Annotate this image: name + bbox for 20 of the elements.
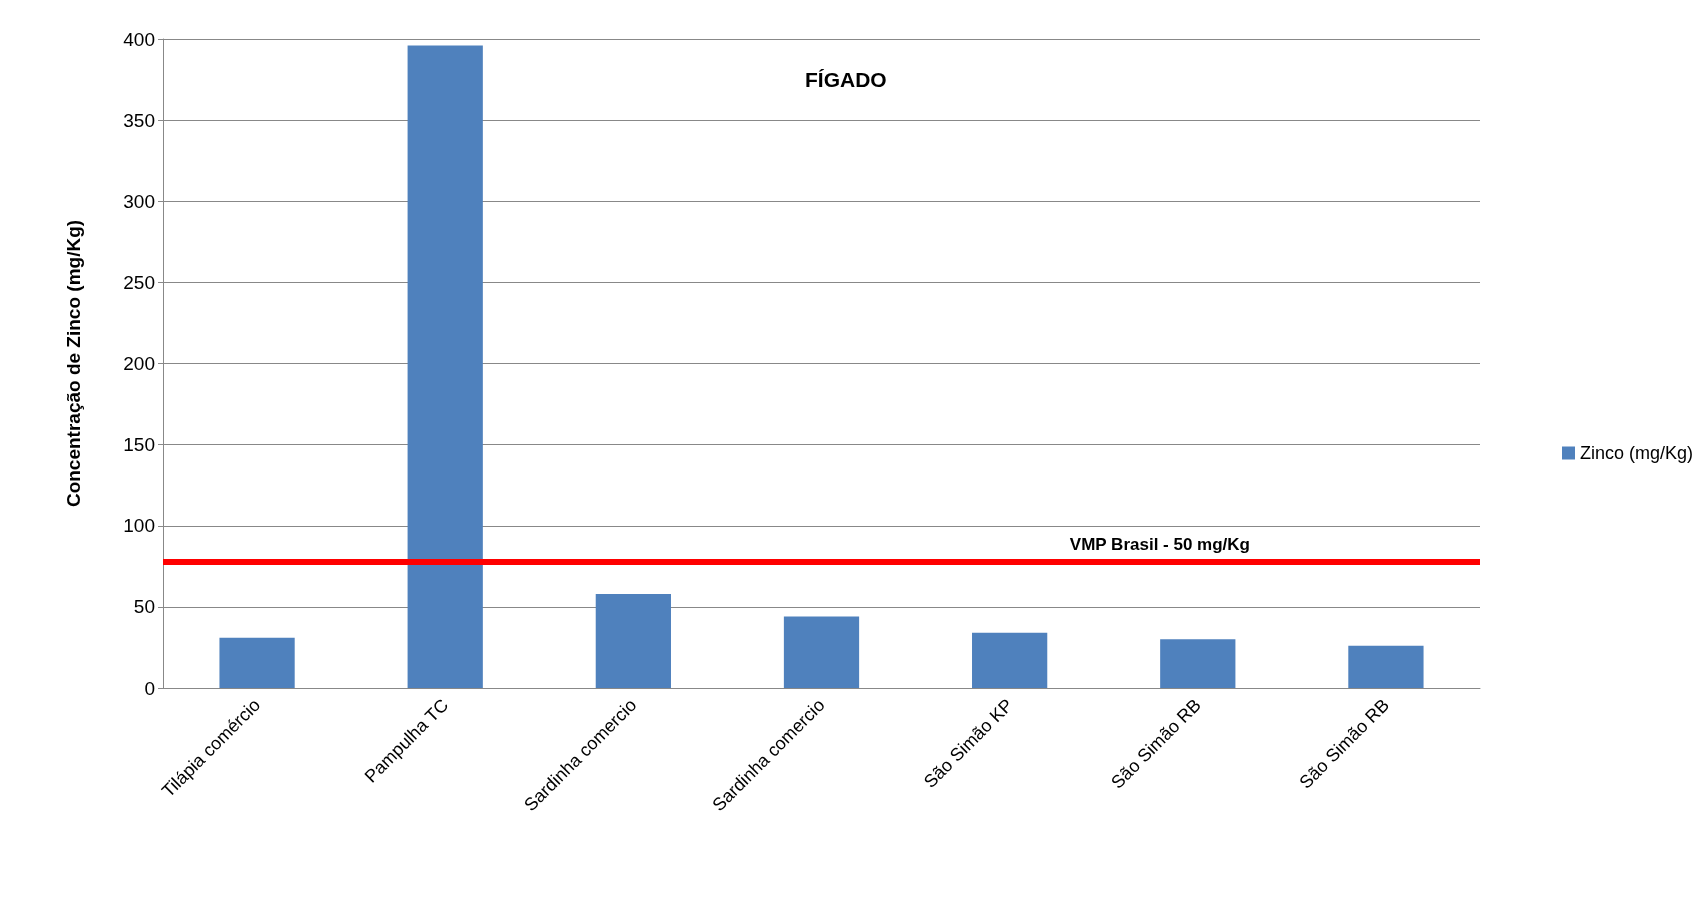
y-tick-label: 50 xyxy=(133,596,155,618)
y-tick-label: 350 xyxy=(123,109,155,131)
ref-line-label: VMP Brasil - 50 mg/Kg xyxy=(1069,535,1250,555)
y-tick-label: 100 xyxy=(123,515,155,537)
y-tick-label: 250 xyxy=(123,271,155,293)
bar xyxy=(1160,639,1236,688)
bar xyxy=(595,593,671,688)
y-axis-title: Concentração de Zinco (mg/Kg) xyxy=(63,219,84,508)
text: FÍGADO xyxy=(805,68,887,91)
bar xyxy=(783,616,860,688)
y-tick-label: 0 xyxy=(144,677,155,699)
bar xyxy=(1348,645,1424,688)
legend-label: Zinco (mg/Kg) xyxy=(1579,443,1693,463)
bar xyxy=(219,637,295,688)
bar xyxy=(972,632,1048,688)
y-tick-label: 400 xyxy=(123,28,155,50)
y-tick-label: 300 xyxy=(123,190,155,212)
y-tick-label: 150 xyxy=(123,434,155,456)
bar xyxy=(407,45,483,688)
y-tick-label: 200 xyxy=(123,353,155,374)
